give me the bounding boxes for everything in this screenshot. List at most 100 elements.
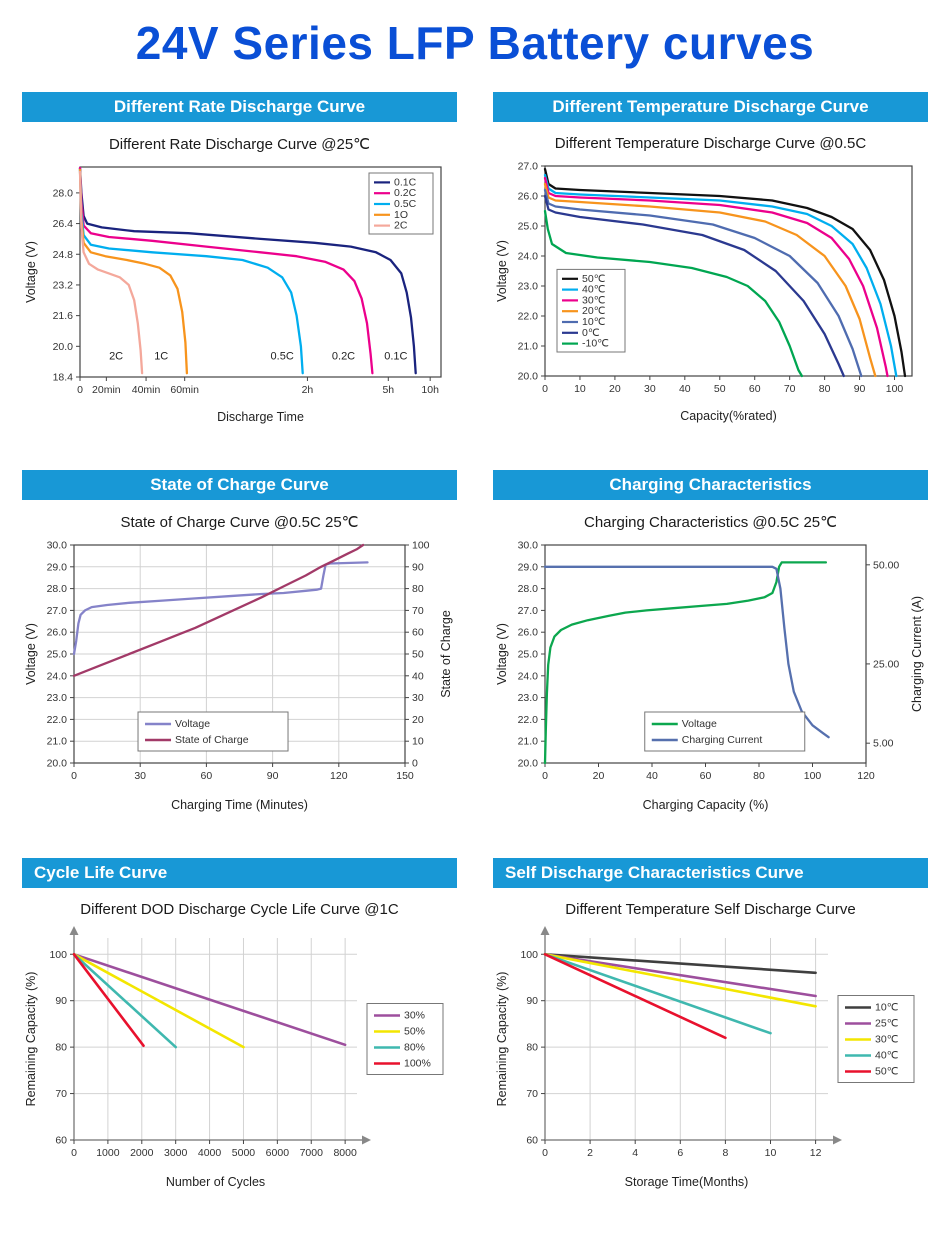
svg-text:0: 0 bbox=[412, 758, 418, 770]
svg-text:90: 90 bbox=[854, 383, 866, 395]
svg-text:80: 80 bbox=[55, 1042, 67, 1054]
panel-self-discharge: Self Discharge Characteristics Curve Dif… bbox=[493, 858, 928, 1199]
svg-text:Remaining Capacity (%): Remaining Capacity (%) bbox=[24, 972, 38, 1107]
svg-text:20.0: 20.0 bbox=[53, 341, 74, 353]
svg-text:60min: 60min bbox=[170, 384, 199, 396]
svg-text:4: 4 bbox=[632, 1147, 638, 1159]
svg-text:0: 0 bbox=[71, 1147, 77, 1159]
chart-charging-characteristics: 0 20 40 60 80 100 120 20.0 21.0 22.0 23.0 24.0 25.0 2… bbox=[493, 535, 928, 822]
panel-header-temperature-discharge: Different Temperature Discharge Curve bbox=[493, 92, 928, 122]
svg-text:24.0: 24.0 bbox=[518, 670, 539, 682]
panel-state-of-charge: State of Charge Curve State of Charge Cu… bbox=[22, 470, 457, 822]
svg-text:28.0: 28.0 bbox=[518, 583, 539, 595]
svg-text:28.0: 28.0 bbox=[53, 187, 74, 199]
svg-text:4000: 4000 bbox=[198, 1147, 222, 1159]
svg-text:21.6: 21.6 bbox=[53, 310, 74, 322]
svg-text:6: 6 bbox=[677, 1147, 683, 1159]
svg-text:Voltage (V): Voltage (V) bbox=[24, 623, 38, 685]
svg-text:50℃: 50℃ bbox=[875, 1066, 899, 1078]
svg-text:20: 20 bbox=[412, 714, 424, 726]
svg-text:120: 120 bbox=[330, 770, 348, 782]
panel-header-charging-characteristics: Charging Characteristics bbox=[493, 470, 928, 500]
svg-text:80: 80 bbox=[753, 770, 765, 782]
svg-text:10: 10 bbox=[765, 1147, 777, 1159]
svg-text:22.0: 22.0 bbox=[518, 311, 539, 323]
svg-text:29.0: 29.0 bbox=[518, 561, 539, 573]
svg-text:70: 70 bbox=[412, 605, 424, 617]
svg-text:23.0: 23.0 bbox=[518, 281, 539, 293]
svg-text:90: 90 bbox=[526, 995, 538, 1007]
svg-text:60: 60 bbox=[700, 770, 712, 782]
svg-text:60: 60 bbox=[526, 1135, 538, 1147]
svg-text:1000: 1000 bbox=[96, 1147, 120, 1159]
svg-text:80: 80 bbox=[412, 583, 424, 595]
svg-text:50%: 50% bbox=[404, 1026, 425, 1038]
svg-text:5000: 5000 bbox=[232, 1147, 256, 1159]
chart-svg: 0 20min 40min 60min 2h 5h 10h 18.4 20.0 21.6 23.2 2… bbox=[24, 166, 442, 424]
svg-text:20min: 20min bbox=[92, 384, 121, 396]
svg-text:2: 2 bbox=[587, 1147, 593, 1159]
svg-text:20.0: 20.0 bbox=[518, 371, 539, 383]
svg-text:40: 40 bbox=[679, 383, 691, 395]
svg-text:60: 60 bbox=[55, 1135, 67, 1147]
svg-text:40: 40 bbox=[646, 770, 658, 782]
svg-text:26.0: 26.0 bbox=[518, 191, 539, 203]
svg-text:60: 60 bbox=[749, 383, 761, 395]
svg-text:10: 10 bbox=[574, 383, 586, 395]
chart-cycle-life: 0 1000 2000 3000 4000 5000 6000 7000 8000 60 70 80 9… bbox=[22, 922, 457, 1199]
svg-text:30.0: 30.0 bbox=[518, 540, 539, 552]
chart-svg: 0 30 60 90 120 150 20.0 21.0 22.0 23.0 24.0 25.0 26.… bbox=[24, 540, 453, 813]
chart-subtitle-rate-discharge: Different Rate Discharge Curve @25℃ bbox=[108, 136, 371, 153]
svg-text:40min: 40min bbox=[132, 384, 161, 396]
svg-text:30℃: 30℃ bbox=[582, 294, 606, 306]
svg-text:25℃: 25℃ bbox=[875, 1018, 899, 1030]
svg-text:State of Charge: State of Charge bbox=[439, 610, 453, 698]
svg-text:10℃: 10℃ bbox=[875, 1002, 899, 1014]
svg-text:0: 0 bbox=[542, 1147, 548, 1159]
svg-text:20.0: 20.0 bbox=[518, 758, 539, 770]
chart-subtitle-cycle-life: Different DOD Discharge Cycle Life Curve… bbox=[80, 901, 399, 918]
svg-text:27.0: 27.0 bbox=[518, 605, 539, 617]
svg-text:Charging Current (A): Charging Current (A) bbox=[910, 596, 924, 712]
svg-text:30: 30 bbox=[134, 770, 146, 782]
svg-text:0.5C: 0.5C bbox=[394, 198, 417, 210]
svg-text:100: 100 bbox=[49, 949, 67, 961]
svg-text:100: 100 bbox=[412, 540, 430, 552]
svg-text:30: 30 bbox=[412, 692, 424, 704]
chart-rate-discharge: 0 20min 40min 60min 2h 5h 10h 18.4 20.0 21.6 23.2 2… bbox=[22, 157, 457, 434]
svg-text:70: 70 bbox=[55, 1088, 67, 1100]
svg-text:-10℃: -10℃ bbox=[582, 338, 609, 350]
svg-text:Voltage: Voltage bbox=[175, 718, 210, 730]
svg-text:8000: 8000 bbox=[333, 1147, 357, 1159]
svg-text:25.0: 25.0 bbox=[518, 649, 539, 661]
svg-text:Voltage (V): Voltage (V) bbox=[495, 623, 509, 685]
svg-text:Capacity(%rated): Capacity(%rated) bbox=[680, 409, 777, 423]
panel-header-rate-discharge: Different Rate Discharge Curve bbox=[22, 92, 457, 122]
panel-cycle-life: Cycle Life Curve Different DOD Discharge… bbox=[22, 858, 457, 1199]
svg-text:40: 40 bbox=[412, 670, 424, 682]
svg-text:0.5C: 0.5C bbox=[271, 351, 294, 363]
svg-text:1C: 1C bbox=[154, 351, 168, 363]
svg-text:23.0: 23.0 bbox=[518, 692, 539, 704]
chart-subtitle-self-discharge: Different Temperature Self Discharge Cur… bbox=[565, 901, 856, 918]
svg-text:8: 8 bbox=[722, 1147, 728, 1159]
svg-text:22.0: 22.0 bbox=[47, 714, 68, 726]
svg-text:60: 60 bbox=[201, 770, 213, 782]
svg-text:40℃: 40℃ bbox=[875, 1050, 899, 1062]
svg-text:0: 0 bbox=[71, 770, 77, 782]
svg-text:20: 20 bbox=[609, 383, 621, 395]
chart-svg: 0 10 20 30 40 50 60 70 80 90 100 20.0 21.0 22.0 23.0 24… bbox=[495, 161, 913, 423]
svg-text:Charging Current: Charging Current bbox=[682, 734, 763, 746]
svg-text:18.4: 18.4 bbox=[53, 372, 74, 384]
svg-text:20℃: 20℃ bbox=[582, 305, 606, 317]
svg-text:3000: 3000 bbox=[164, 1147, 188, 1159]
svg-text:80: 80 bbox=[526, 1042, 538, 1054]
svg-text:90: 90 bbox=[267, 770, 279, 782]
panel-rate-discharge: Different Rate Discharge Curve Different… bbox=[22, 92, 457, 434]
svg-text:50℃: 50℃ bbox=[582, 273, 606, 285]
svg-text:Number of Cycles: Number of Cycles bbox=[166, 1175, 265, 1189]
svg-text:23.2: 23.2 bbox=[53, 279, 74, 291]
svg-text:90: 90 bbox=[412, 561, 424, 573]
svg-text:0℃: 0℃ bbox=[582, 327, 600, 339]
svg-text:150: 150 bbox=[396, 770, 414, 782]
